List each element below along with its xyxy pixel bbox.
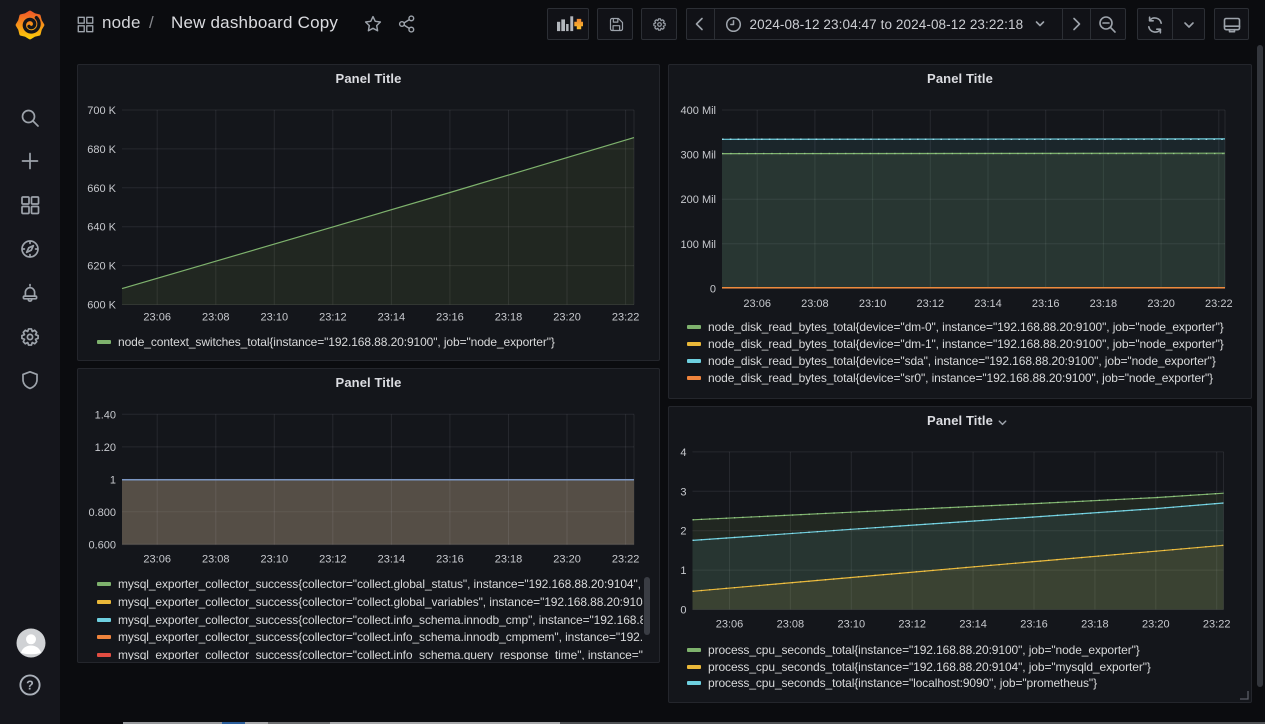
svg-text:400 Mil: 400 Mil: [681, 105, 716, 117]
svg-text:23:20: 23:20: [553, 554, 581, 566]
svg-text:1.40: 1.40: [95, 409, 116, 421]
svg-text:23:06: 23:06: [143, 312, 171, 324]
svg-text:23:22: 23:22: [1203, 619, 1231, 631]
svg-text:2: 2: [680, 526, 686, 538]
svg-text:23:10: 23:10: [838, 619, 866, 631]
svg-text:0: 0: [680, 605, 686, 617]
svg-text:23:22: 23:22: [612, 312, 640, 324]
svg-text:23:06: 23:06: [743, 298, 771, 310]
svg-text:4: 4: [680, 447, 686, 459]
svg-text:23:18: 23:18: [495, 312, 523, 324]
svg-text:0.600: 0.600: [88, 540, 116, 552]
svg-text:23:08: 23:08: [202, 312, 230, 324]
svg-text:23:12: 23:12: [898, 619, 926, 631]
svg-text:23:12: 23:12: [319, 312, 347, 324]
svg-text:23:16: 23:16: [436, 312, 464, 324]
svg-text:23:18: 23:18: [495, 554, 523, 566]
svg-text:0: 0: [710, 283, 716, 295]
svg-text:3: 3: [680, 486, 686, 498]
svg-text:23:14: 23:14: [378, 554, 406, 566]
svg-text:680 K: 680 K: [87, 144, 116, 156]
svg-text:23:20: 23:20: [1142, 619, 1170, 631]
svg-text:23:08: 23:08: [801, 298, 829, 310]
svg-text:23:08: 23:08: [202, 554, 230, 566]
svg-text:23:20: 23:20: [1147, 298, 1175, 310]
svg-text:23:08: 23:08: [777, 619, 805, 631]
svg-text:?: ?: [26, 678, 34, 692]
svg-text:100 Mil: 100 Mil: [681, 239, 716, 251]
svg-text:23:06: 23:06: [143, 554, 171, 566]
svg-text:23:14: 23:14: [959, 619, 987, 631]
svg-text:620 K: 620 K: [87, 261, 116, 273]
svg-text:23:14: 23:14: [378, 312, 406, 324]
svg-text:23:16: 23:16: [436, 554, 464, 566]
svg-text:23:12: 23:12: [319, 554, 347, 566]
svg-text:23:18: 23:18: [1090, 298, 1118, 310]
svg-text:23:10: 23:10: [261, 312, 289, 324]
svg-text:700 K: 700 K: [87, 105, 116, 117]
svg-text:23:12: 23:12: [917, 298, 945, 310]
svg-text:1.20: 1.20: [95, 442, 116, 454]
svg-text:23:16: 23:16: [1032, 298, 1060, 310]
svg-text:0.800: 0.800: [88, 507, 116, 519]
svg-text:660 K: 660 K: [87, 183, 116, 195]
svg-text:23:22: 23:22: [1205, 298, 1233, 310]
svg-text:23:14: 23:14: [974, 298, 1002, 310]
svg-text:23:18: 23:18: [1081, 619, 1109, 631]
svg-text:200 Mil: 200 Mil: [681, 194, 716, 206]
svg-text:600 K: 600 K: [87, 300, 116, 312]
svg-text:640 K: 640 K: [87, 222, 116, 234]
svg-text:1: 1: [110, 474, 116, 486]
svg-text:23:22: 23:22: [612, 554, 640, 566]
svg-text:23:20: 23:20: [553, 312, 581, 324]
svg-text:23:10: 23:10: [859, 298, 887, 310]
svg-text:300 Mil: 300 Mil: [681, 150, 716, 162]
svg-text:23:10: 23:10: [261, 554, 289, 566]
svg-text:1: 1: [680, 565, 686, 577]
svg-text:23:06: 23:06: [716, 619, 744, 631]
svg-text:23:16: 23:16: [1020, 619, 1048, 631]
